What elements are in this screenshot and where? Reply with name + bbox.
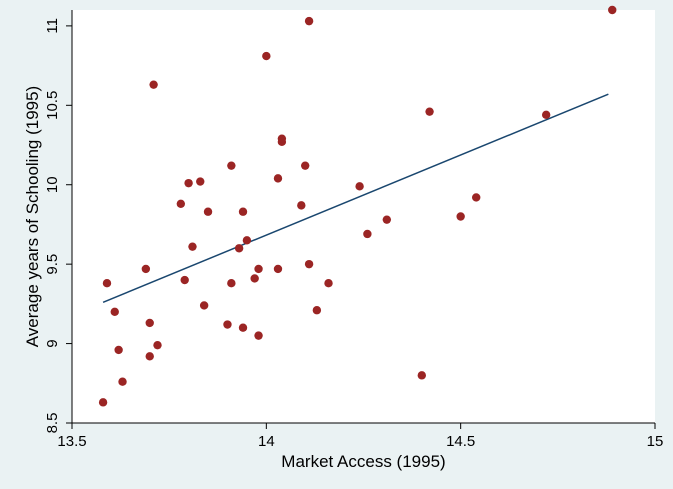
- y-tick-label: 11: [44, 18, 61, 34]
- data-point: [301, 161, 310, 170]
- data-point: [227, 161, 236, 170]
- data-point: [456, 212, 465, 221]
- data-point: [425, 107, 434, 116]
- data-point: [273, 174, 283, 183]
- y-tick-label: 10: [44, 176, 61, 193]
- data-point: [188, 242, 197, 251]
- data-point: [254, 264, 263, 274]
- data-point: [417, 371, 426, 380]
- data-point: [355, 182, 364, 191]
- data-point: [110, 307, 119, 317]
- data-point: [141, 264, 151, 274]
- x-tick-label: 14: [258, 433, 275, 450]
- data-point: [149, 80, 158, 89]
- data-point: [541, 110, 551, 120]
- data-point: [304, 259, 314, 269]
- data-point: [273, 264, 283, 274]
- data-point: [203, 207, 213, 216]
- data-point: [199, 301, 209, 310]
- data-point: [118, 377, 127, 386]
- data-point: [180, 275, 189, 285]
- data-point: [250, 274, 259, 283]
- y-tick-label: 8.5: [44, 413, 61, 434]
- y-tick-label: 9: [44, 339, 61, 347]
- x-axis-label: Market Access (1995): [281, 452, 445, 471]
- data-point: [312, 306, 322, 315]
- data-point: [254, 331, 263, 340]
- plot-area: [72, 10, 655, 423]
- data-point: [472, 193, 481, 202]
- data-point: [238, 323, 248, 332]
- fit-line-layer: [102, 93, 609, 303]
- data-point: [153, 340, 162, 350]
- data-point: [242, 236, 252, 245]
- data-point: [324, 279, 333, 288]
- data-point: [238, 207, 248, 216]
- data-point: [196, 177, 205, 186]
- data-point: [227, 279, 236, 288]
- data-point: [184, 178, 193, 188]
- data-point: [102, 279, 112, 288]
- data-point: [176, 199, 186, 208]
- data-point: [363, 229, 372, 239]
- y-tick-label: 10.5: [44, 91, 61, 120]
- y-tick-label: 9.5: [44, 254, 61, 275]
- data-point: [223, 320, 232, 329]
- data-point: [304, 16, 314, 26]
- data-point: [145, 318, 154, 328]
- data-point: [297, 201, 306, 210]
- data-point: [382, 215, 392, 224]
- x-tick-label: 15: [647, 433, 664, 450]
- data-point: [114, 345, 123, 355]
- y-axis-label: Average years of Schooling (1995): [23, 86, 42, 347]
- axes: 8.5 9 9.5 10 10.5 11 13.5 14 14.5 15: [44, 10, 663, 450]
- data-point: [262, 51, 271, 61]
- data-points: [98, 5, 617, 407]
- x-tick-label: 13.5: [57, 433, 86, 450]
- x-tick-label: 14.5: [446, 433, 475, 450]
- fitted-line: [102, 93, 609, 303]
- data-point: [608, 5, 617, 15]
- data-point: [145, 352, 154, 361]
- data-point: [234, 244, 244, 253]
- data-point: [277, 134, 287, 143]
- data-point: [98, 398, 108, 407]
